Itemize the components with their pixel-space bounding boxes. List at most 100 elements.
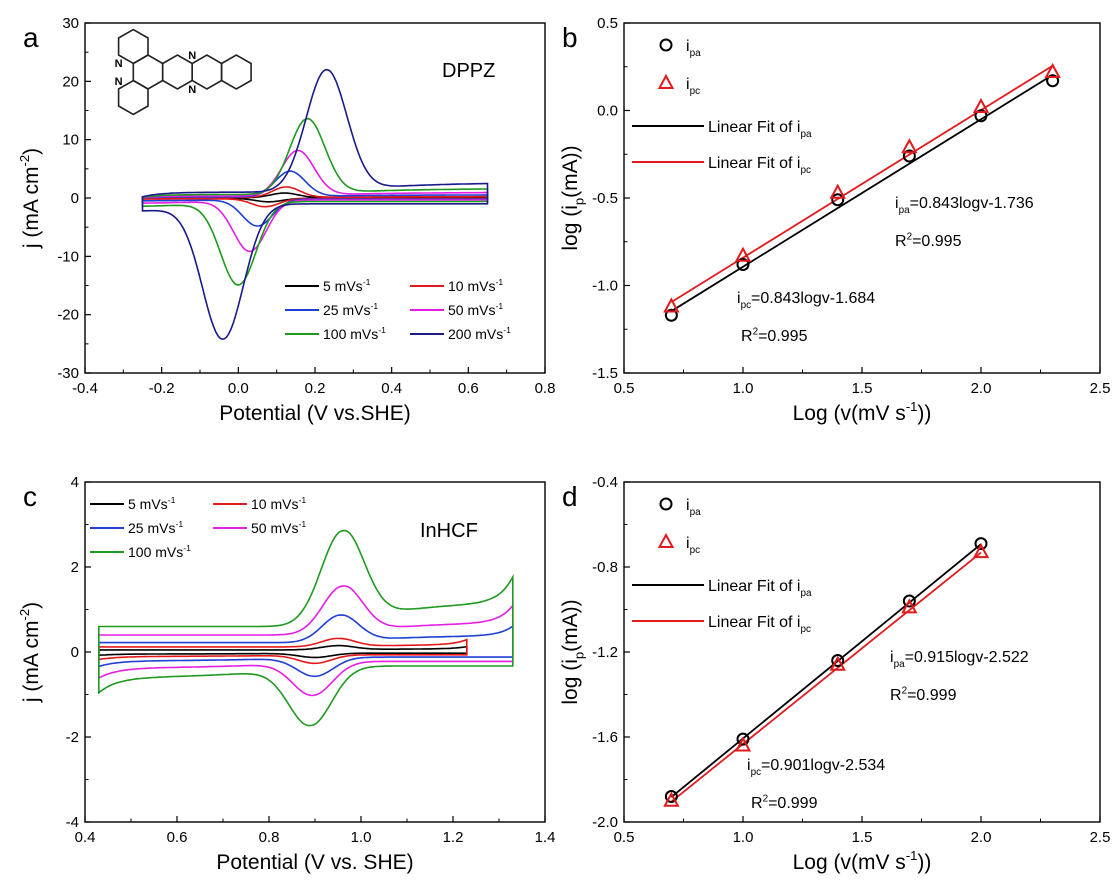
panel-letter: a <box>23 22 39 53</box>
y-axis-label: j (mA cm-2) <box>17 148 43 249</box>
x-tick-label: 0.8 <box>259 829 280 846</box>
legend-label: Linear Fit of ipc <box>708 155 811 176</box>
y-tick-label: -2 <box>66 729 79 746</box>
fit-line <box>670 543 982 798</box>
fit-r-squared: R2=0.999 <box>751 793 818 812</box>
y-tick-label: -1.6 <box>592 729 618 746</box>
legend-label: Linear Fit of ipc <box>708 614 811 635</box>
x-axis-label: Potential (V vs.SHE) <box>219 402 410 425</box>
fit-line <box>670 64 1054 303</box>
data-point <box>664 790 678 803</box>
data-point <box>974 537 988 551</box>
x-tick-label: 0.2 <box>305 380 326 397</box>
x-tick-label: 1.5 <box>852 829 873 846</box>
molecule-ring <box>117 79 149 116</box>
y-tick-label: -2.0 <box>592 814 618 831</box>
x-tick-label: 0.4 <box>75 829 96 846</box>
molecule-ring <box>191 54 223 90</box>
x-axis-label: Log (v(mV s-1)) <box>793 848 932 874</box>
x-axis-label: Potential (V vs. SHE) <box>216 851 413 874</box>
data-point <box>972 543 990 559</box>
data-point <box>663 297 680 313</box>
fit-equation: ipc=0.843logv-1.684 <box>737 290 875 311</box>
panel-c: 0.4 0.6 0.8 1.0 1.2 1.4 -4 -2 0 2 4 Potential (V vs… <box>17 474 555 874</box>
legend-label: 200 mVs-1 <box>448 325 511 342</box>
fit-equation: ipc=0.901logv-2.534 <box>747 757 885 778</box>
nitrogen-atom: N <box>115 76 123 88</box>
y-tick-label: -0.5 <box>592 190 618 207</box>
y-tick-label: 0.0 <box>597 103 618 120</box>
fit-equation: ipa=0.843logv-1.736 <box>895 195 1034 216</box>
x-tick-label: 2.0 <box>971 829 992 846</box>
fit-r-squared: R2=0.999 <box>890 685 957 704</box>
y-tick-label: 0 <box>71 190 79 207</box>
data-point <box>664 308 678 322</box>
cv-curve-50-mvs <box>98 585 514 697</box>
nitrogen-atom: N <box>115 58 123 70</box>
data-point <box>734 246 752 262</box>
fit-r-squared: R2=0.995 <box>895 231 962 250</box>
legend-label: ipa <box>686 38 701 59</box>
nitrogen-atom-bg <box>114 76 124 86</box>
data-point <box>901 598 918 614</box>
nitrogen-atom-bg <box>114 58 124 68</box>
fit-line <box>670 551 982 803</box>
nitrogen-atom: N <box>188 84 196 96</box>
legend-label: 50 mVs-1 <box>448 301 503 318</box>
data-point <box>974 109 988 123</box>
x-tick-label: 2.5 <box>1090 380 1111 397</box>
nitrogen-atom: N <box>188 50 196 62</box>
legend-label: Linear Fit of ipa <box>708 119 812 140</box>
y-tick-label: 20 <box>62 73 79 90</box>
molecule-ring <box>220 54 252 90</box>
data-point <box>831 193 845 207</box>
sample-label: DPPZ <box>442 60 495 82</box>
sample-label: InHCF <box>420 520 478 542</box>
legend-marker <box>659 38 673 52</box>
cv-curve-200-mvs <box>141 68 489 341</box>
legend-label: 25 mVs-1 <box>323 301 378 318</box>
y-tick-label: -20 <box>57 307 79 324</box>
panel-a: -0.4 -0.2 0.0 0.2 0.4 0.6 0.8 -30 -20 -10 0 10 20 30 P… <box>17 15 555 425</box>
fit-line <box>670 74 1054 312</box>
y-tick-label: 4 <box>71 474 79 491</box>
data-point <box>1046 74 1060 88</box>
cv-curve-100-mvs <box>98 529 514 727</box>
legend-label: ipc <box>686 76 700 97</box>
x-tick-label: 2.5 <box>1090 829 1111 846</box>
y-tick-label: -0.8 <box>592 559 618 576</box>
y-tick-label: -1.0 <box>592 278 618 295</box>
legend-marker <box>657 532 675 548</box>
legend-label: ipc <box>686 535 700 556</box>
legend-label: 5 mVs-1 <box>128 495 176 512</box>
y-tick-label: -1.2 <box>592 644 618 661</box>
legend-label: 5 mVs-1 <box>323 277 371 294</box>
data-point <box>736 732 750 746</box>
x-tick-label: 0.5 <box>614 380 635 397</box>
x-tick-label: 1.0 <box>733 380 754 397</box>
x-tick-label: 1.4 <box>535 829 556 846</box>
y-tick-label: -1.5 <box>592 365 618 382</box>
y-tick-label: -0.4 <box>592 474 618 491</box>
legend-label: 10 mVs-1 <box>251 495 306 512</box>
panel-b: 0.5 1.0 1.5 2.0 2.5 -1.5 -1.0 -0.5 0.0 0.5 Log (v(… <box>559 15 1110 425</box>
y-tick-label: 30 <box>62 15 79 32</box>
x-tick-label: -0.2 <box>149 380 175 397</box>
x-tick-label: 1.0 <box>351 829 372 846</box>
legend-marker <box>657 73 675 89</box>
y-tick-label: -10 <box>57 248 79 265</box>
panel-letter: c <box>23 481 37 512</box>
panel-d: 0.5 1.0 1.5 2.0 2.5 -2.0 -1.6 -1.2 -0.8 -0.4 Log (… <box>559 474 1110 874</box>
x-tick-label: 0.6 <box>458 380 479 397</box>
legend-marker <box>659 497 673 511</box>
legend-label: 100 mVs-1 <box>128 543 191 560</box>
x-tick-label: 0.8 <box>535 380 556 397</box>
data-point <box>1044 62 1061 78</box>
y-tick-label: -4 <box>66 814 79 831</box>
y-tick-label: 0.5 <box>597 15 618 32</box>
x-tick-label: 0.4 <box>381 380 402 397</box>
legend-label: Linear Fit of ipa <box>708 578 812 599</box>
legend-label: ipa <box>686 497 701 518</box>
